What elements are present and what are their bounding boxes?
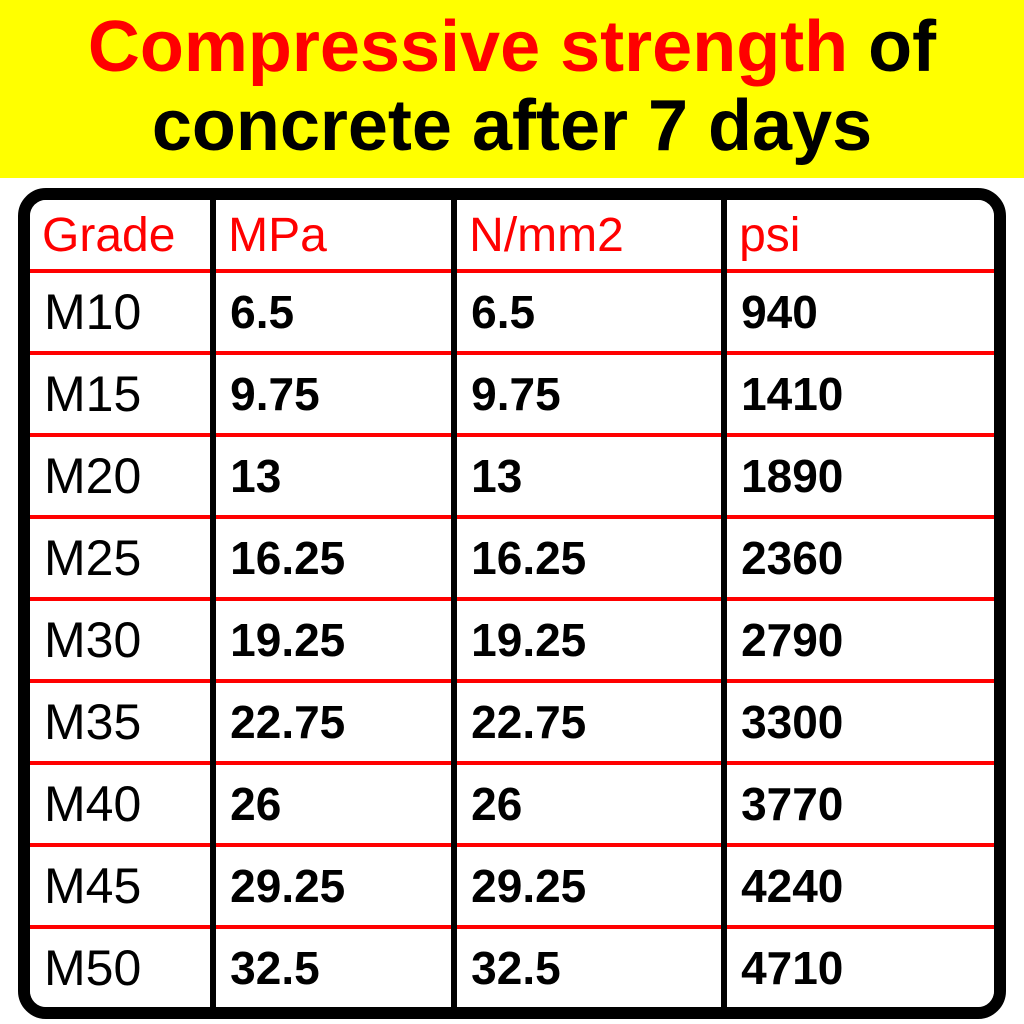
cell-mpa: 32.5 [213, 927, 454, 1007]
table-row: M106.56.5940 [30, 271, 994, 353]
cell-nmm2: 6.5 [454, 271, 724, 353]
cell-psi: 3770 [724, 763, 994, 845]
cell-grade: M20 [30, 435, 213, 517]
cell-grade: M35 [30, 681, 213, 763]
cell-psi: 1410 [724, 353, 994, 435]
strength-table: Grade MPa N/mm2 psi M106.56.5940M159.759… [30, 200, 994, 1007]
table-body: M106.56.5940M159.759.751410M2013131890M2… [30, 271, 994, 1007]
table-row: M2516.2516.252360 [30, 517, 994, 599]
cell-nmm2: 26 [454, 763, 724, 845]
table-row: M4026263770 [30, 763, 994, 845]
cell-nmm2: 19.25 [454, 599, 724, 681]
cell-psi: 2790 [724, 599, 994, 681]
title-line-1: Compressive strength of [20, 8, 1004, 87]
cell-mpa: 29.25 [213, 845, 454, 927]
table-row: M4529.2529.254240 [30, 845, 994, 927]
table-wrapper: Grade MPa N/mm2 psi M106.56.5940M159.759… [18, 188, 1006, 1019]
cell-grade: M40 [30, 763, 213, 845]
cell-psi: 1890 [724, 435, 994, 517]
col-header-psi: psi [724, 200, 994, 271]
col-header-nmm2: N/mm2 [454, 200, 724, 271]
table-row: M159.759.751410 [30, 353, 994, 435]
col-header-grade: Grade [30, 200, 213, 271]
cell-mpa: 13 [213, 435, 454, 517]
cell-mpa: 26 [213, 763, 454, 845]
cell-grade: M10 [30, 271, 213, 353]
cell-nmm2: 13 [454, 435, 724, 517]
title-highlight: Compressive strength [88, 7, 848, 87]
cell-psi: 2360 [724, 517, 994, 599]
cell-nmm2: 32.5 [454, 927, 724, 1007]
col-header-mpa: MPa [213, 200, 454, 271]
cell-nmm2: 9.75 [454, 353, 724, 435]
cell-psi: 4710 [724, 927, 994, 1007]
cell-mpa: 9.75 [213, 353, 454, 435]
page-header: Compressive strength of concrete after 7… [0, 0, 1024, 178]
cell-psi: 940 [724, 271, 994, 353]
cell-grade: M50 [30, 927, 213, 1007]
cell-mpa: 22.75 [213, 681, 454, 763]
cell-mpa: 16.25 [213, 517, 454, 599]
cell-grade: M45 [30, 845, 213, 927]
cell-nmm2: 29.25 [454, 845, 724, 927]
cell-grade: M30 [30, 599, 213, 681]
cell-nmm2: 22.75 [454, 681, 724, 763]
table-row: M2013131890 [30, 435, 994, 517]
title-rest: of [848, 7, 936, 87]
table-row: M3522.7522.753300 [30, 681, 994, 763]
cell-grade: M15 [30, 353, 213, 435]
table-row: M5032.532.54710 [30, 927, 994, 1007]
cell-grade: M25 [30, 517, 213, 599]
cell-mpa: 6.5 [213, 271, 454, 353]
table-header-row: Grade MPa N/mm2 psi [30, 200, 994, 271]
cell-psi: 3300 [724, 681, 994, 763]
cell-nmm2: 16.25 [454, 517, 724, 599]
cell-psi: 4240 [724, 845, 994, 927]
table-row: M3019.2519.252790 [30, 599, 994, 681]
cell-mpa: 19.25 [213, 599, 454, 681]
title-line-2: concrete after 7 days [20, 87, 1004, 166]
